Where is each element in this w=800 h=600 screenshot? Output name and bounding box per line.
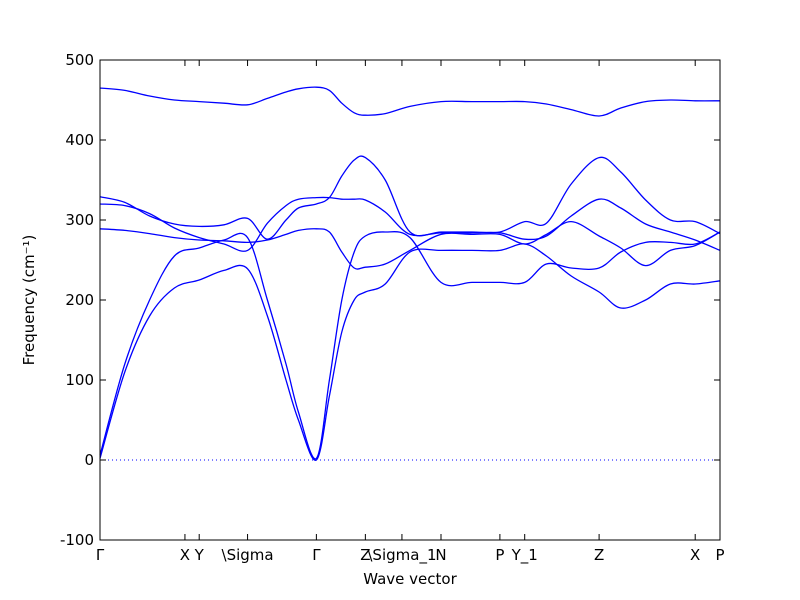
y-tick-label: 300: [65, 211, 94, 229]
y-tick-label: 400: [65, 131, 94, 149]
x-tick-label: P: [495, 546, 504, 564]
x-axis-title: Wave vector: [363, 570, 457, 588]
x-tick-label: Γ: [312, 546, 321, 564]
x-tick-label: N: [435, 546, 446, 564]
series-lines: [99, 86, 721, 461]
x-axis-ticks: Γ X Y \Sigma Γ Z\Sigma_1N P Y_1 Z X P: [96, 60, 725, 565]
x-tick-label: Z: [594, 546, 604, 564]
series-line-1: [99, 243, 721, 461]
y-tick-label: 200: [65, 291, 94, 309]
series-line-6: [99, 86, 721, 117]
series-line-2: [99, 231, 721, 460]
x-tick-label: Y: [194, 546, 205, 564]
y-tick-label: 0: [84, 451, 94, 469]
x-tick-label: Z: [360, 546, 370, 564]
x-tick-label: X: [690, 546, 700, 564]
series-line-4: [99, 196, 721, 252]
series-line-5: [99, 155, 721, 240]
x-tick-label: \Sigma: [222, 546, 274, 564]
x-tick-label: \Sigma_1: [367, 546, 436, 565]
x-tick-label: P: [715, 546, 724, 564]
x-tick-label: Y_1: [511, 546, 538, 565]
x-tick-label: Γ: [96, 546, 105, 564]
plot-frame: [99, 59, 721, 541]
y-tick-label: -100: [60, 531, 94, 549]
y-axis-title: Frequency (cm⁻¹): [20, 235, 38, 366]
y-axis-ticks: -100 0 100 200 300 400 500: [60, 51, 720, 549]
y-tick-label: 100: [65, 371, 94, 389]
x-tick-label: X: [180, 546, 190, 564]
series-line-3: [99, 220, 721, 270]
y-tick-label: 500: [65, 51, 94, 69]
